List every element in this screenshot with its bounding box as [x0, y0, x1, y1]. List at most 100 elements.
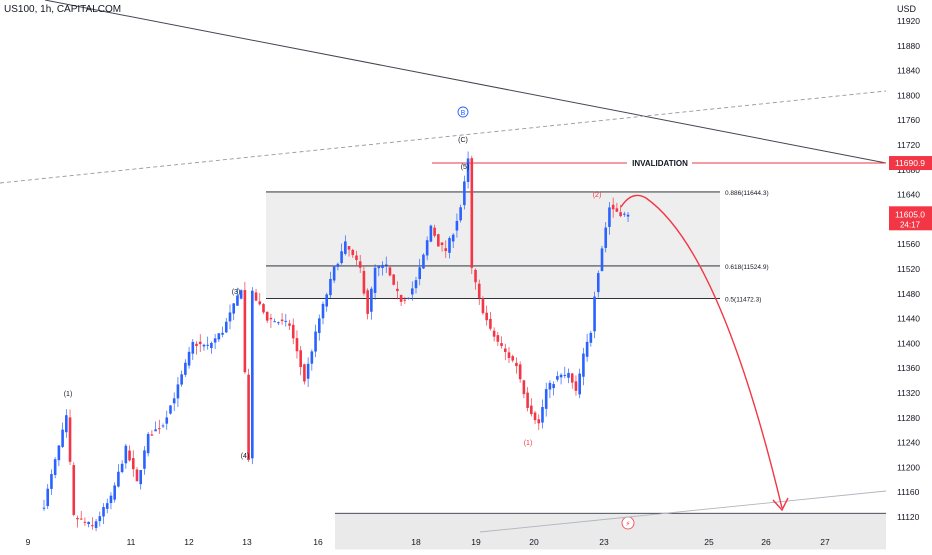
x-tick-label: 11	[127, 537, 136, 547]
candle-body	[466, 158, 470, 182]
candle-body	[206, 344, 209, 346]
fib-label-1: 0.618(11524.9)	[725, 264, 769, 271]
x-tick-label: 9	[26, 537, 31, 547]
candle-body	[146, 434, 150, 454]
candle-body	[410, 288, 414, 295]
candle-body	[50, 474, 53, 489]
candle-body	[236, 295, 239, 306]
candle-body	[273, 321, 276, 323]
wave-label: (5)	[461, 164, 470, 171]
candle-body	[556, 376, 559, 380]
candle-body	[399, 294, 403, 302]
candle-body	[251, 290, 254, 459]
symbol-title: US100, 1h, CAPITALCOM	[4, 4, 122, 15]
candle-body	[295, 338, 299, 352]
candle-body	[265, 311, 269, 321]
wave-circle-b	[457, 106, 469, 118]
candle-body	[228, 312, 232, 322]
candle-body	[143, 450, 146, 469]
candle-body	[284, 320, 288, 322]
invalidation-price-text: 11690.9	[895, 158, 925, 168]
candle-body	[187, 351, 191, 366]
candle-body	[131, 458, 135, 470]
candle-body	[169, 405, 172, 414]
candle-body	[124, 445, 128, 464]
candle-body	[440, 242, 444, 246]
candle-body	[370, 288, 373, 312]
candle-body	[340, 251, 343, 264]
candle-body	[321, 303, 325, 319]
lower-channel-line	[479, 490, 887, 533]
candle-body	[165, 417, 169, 424]
candle-body	[154, 429, 157, 432]
current-price-text: 11605.0	[895, 209, 925, 219]
candle-body	[541, 406, 544, 423]
candle-body	[306, 363, 310, 379]
candle-body	[317, 318, 321, 334]
wave-label: (C)	[458, 137, 468, 144]
candle-body	[530, 405, 533, 415]
candle-body	[608, 207, 611, 227]
downtrend-line	[44, 0, 887, 164]
invalidation-price-tag	[889, 156, 932, 171]
candle-body	[184, 362, 187, 375]
candle-body	[109, 495, 113, 504]
candle-body	[355, 255, 358, 260]
candle-body	[57, 445, 61, 461]
currency-label: USD	[897, 4, 917, 14]
fib-label-2: 0.5(11472.3)	[725, 297, 761, 304]
candle-body	[224, 321, 228, 333]
candle-body	[53, 459, 57, 475]
y-tick-label: 11560	[897, 239, 920, 249]
candle-body	[87, 521, 90, 525]
candle-body	[329, 278, 332, 296]
candle-body	[239, 290, 243, 299]
x-tick-label: 18	[411, 537, 421, 547]
candle-body	[221, 332, 224, 335]
candle-body	[98, 516, 102, 522]
candle-body	[407, 297, 410, 299]
candle-body	[262, 304, 265, 313]
candle-body	[243, 290, 247, 373]
candle-body	[477, 283, 481, 299]
candle-body	[373, 267, 377, 293]
candle-body	[217, 333, 221, 340]
candle-body	[433, 227, 436, 236]
candle-body	[381, 264, 384, 268]
y-tick-label: 11240	[897, 438, 920, 448]
candle-body	[388, 267, 392, 276]
candle-body	[425, 240, 429, 256]
candle-body	[210, 342, 213, 349]
candle-body	[291, 324, 295, 339]
candle-body	[611, 204, 615, 210]
candle-body	[544, 389, 548, 409]
candle-body	[79, 518, 83, 520]
wave-label: (1)	[524, 440, 533, 447]
y-tick-label: 11840	[897, 66, 920, 76]
dashed-channel-line	[0, 90, 887, 184]
candle-body	[332, 266, 336, 281]
candle-body	[570, 373, 574, 383]
y-tick-label: 11320	[897, 388, 920, 398]
candle-body	[120, 463, 124, 473]
candle-body	[474, 269, 477, 283]
candle-body	[429, 225, 433, 242]
candle-body	[139, 470, 143, 485]
candle-body	[522, 380, 526, 395]
candle-body	[596, 273, 600, 293]
candle-body	[198, 341, 202, 345]
candle-body	[135, 469, 139, 482]
candle-body	[128, 450, 131, 461]
candle-body	[158, 428, 161, 430]
wave-label: (2)	[593, 192, 602, 199]
candle-body	[567, 372, 570, 378]
candle-body	[578, 373, 581, 395]
candle-body	[113, 485, 116, 500]
candle-body	[626, 214, 630, 217]
candle-body	[623, 213, 626, 215]
candle-body	[437, 234, 440, 247]
candle-body	[303, 364, 306, 382]
candle-body	[496, 335, 500, 342]
